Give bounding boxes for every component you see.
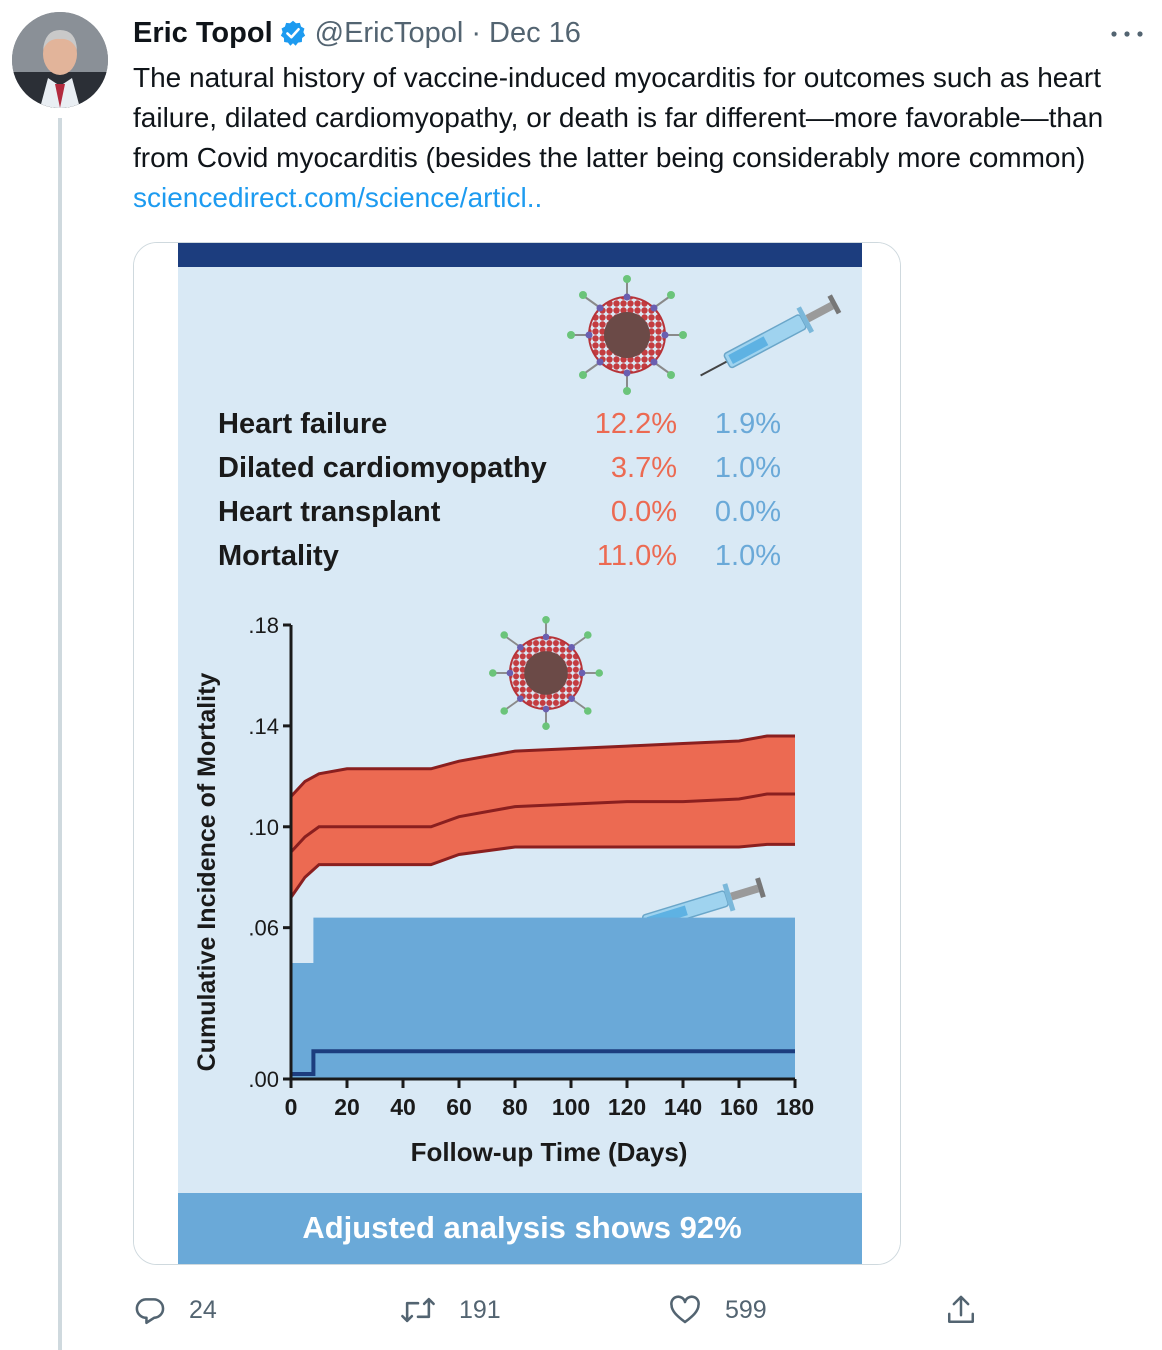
article-link[interactable]: sciencedirect.com/science/articl.. <box>133 182 543 213</box>
more-icon[interactable] <box>1108 22 1148 46</box>
x-tick-label: 160 <box>720 1094 758 1120</box>
retweet-button[interactable]: 191 <box>399 1290 501 1330</box>
share-icon <box>947 1295 975 1324</box>
outcome-covid-value: 12.2% <box>595 408 677 440</box>
outcome-label: Heart transplant <box>218 496 441 528</box>
x-axis-label: Follow-up Time (Days) <box>411 1137 688 1167</box>
x-tick-label: 140 <box>664 1094 702 1120</box>
y-axis-label: Cumulative Incidence of Mortality <box>193 673 221 1072</box>
retweet-icon <box>401 1297 435 1323</box>
tweet-body: The natural history of vaccine-induced m… <box>133 62 1104 173</box>
like-icon <box>670 1295 700 1324</box>
outcome-label: Mortality <box>218 540 339 572</box>
reply-button[interactable]: 24 <box>133 1290 217 1330</box>
outcome-covid-value: 0.0% <box>611 496 677 528</box>
x-tick-label: 40 <box>390 1094 416 1120</box>
vaccine-ci-band <box>291 917 795 1079</box>
y-tick-label: .18 <box>248 613 279 638</box>
outcome-label: Heart failure <box>218 408 387 440</box>
tweet-header: Eric Topol @EricTopol · Dec 16 <box>133 16 581 50</box>
author-handle[interactable]: @EricTopol <box>314 16 464 49</box>
thread-line <box>58 118 62 1350</box>
outcome-vaccine-value: 1.0% <box>715 540 781 572</box>
separator-dot: · <box>471 16 482 49</box>
y-tick-label: .00 <box>248 1067 279 1092</box>
figure-image: Heart failure 12.2% 1.9% Dilated cardiomyop… <box>134 243 900 1264</box>
x-tick-label: 20 <box>334 1094 360 1120</box>
like-count: 599 <box>725 1295 767 1324</box>
y-tick-label: .10 <box>248 815 279 840</box>
verified-badge-icon <box>280 20 305 46</box>
covid-lower-line <box>289 842 795 899</box>
x-tick-label: 120 <box>608 1094 646 1120</box>
share-button[interactable] <box>945 1290 999 1330</box>
covid-ci-band <box>291 736 795 898</box>
x-tick-label: 60 <box>446 1094 472 1120</box>
x-tick-label: 180 <box>776 1094 814 1120</box>
y-tick-label: .14 <box>248 714 279 739</box>
banner-text: Adjusted analysis shows 92% <box>302 1210 741 1245</box>
virus-icon <box>488 615 604 731</box>
reply-icon <box>135 1298 165 1325</box>
reply-count: 24 <box>189 1295 217 1324</box>
covid-upper-line <box>289 734 795 798</box>
x-tick-label: 80 <box>502 1094 528 1120</box>
x-tick-label: 100 <box>552 1094 590 1120</box>
outcome-vaccine-value: 1.9% <box>715 408 781 440</box>
retweet-count: 191 <box>459 1295 501 1324</box>
tweet-date[interactable]: Dec 16 <box>489 16 581 49</box>
outcome-covid-value: 11.0% <box>597 540 677 572</box>
vaccine-estimate-line <box>291 1049 795 1076</box>
covid-estimate-line <box>289 792 795 854</box>
outcome-covid-value: 3.7% <box>611 452 677 484</box>
author-name[interactable]: Eric Topol <box>133 16 273 49</box>
outcome-vaccine-value: 1.0% <box>715 452 781 484</box>
like-button[interactable]: 599 <box>667 1290 767 1330</box>
outcome-vaccine-value: 0.0% <box>715 496 781 528</box>
x-tick-label: 0 <box>285 1094 298 1120</box>
virus-icon <box>566 274 688 396</box>
tweet-text: The natural history of vaccine-induced m… <box>133 58 1123 218</box>
tweet-media[interactable]: Heart failure 12.2% 1.9% Dilated cardiomyop… <box>133 242 901 1265</box>
avatar[interactable] <box>12 12 108 108</box>
y-tick-label: .06 <box>248 916 279 941</box>
action-bar: 24 191 599 <box>133 1290 983 1330</box>
outcome-label: Dilated cardiomyopathy <box>218 452 547 484</box>
